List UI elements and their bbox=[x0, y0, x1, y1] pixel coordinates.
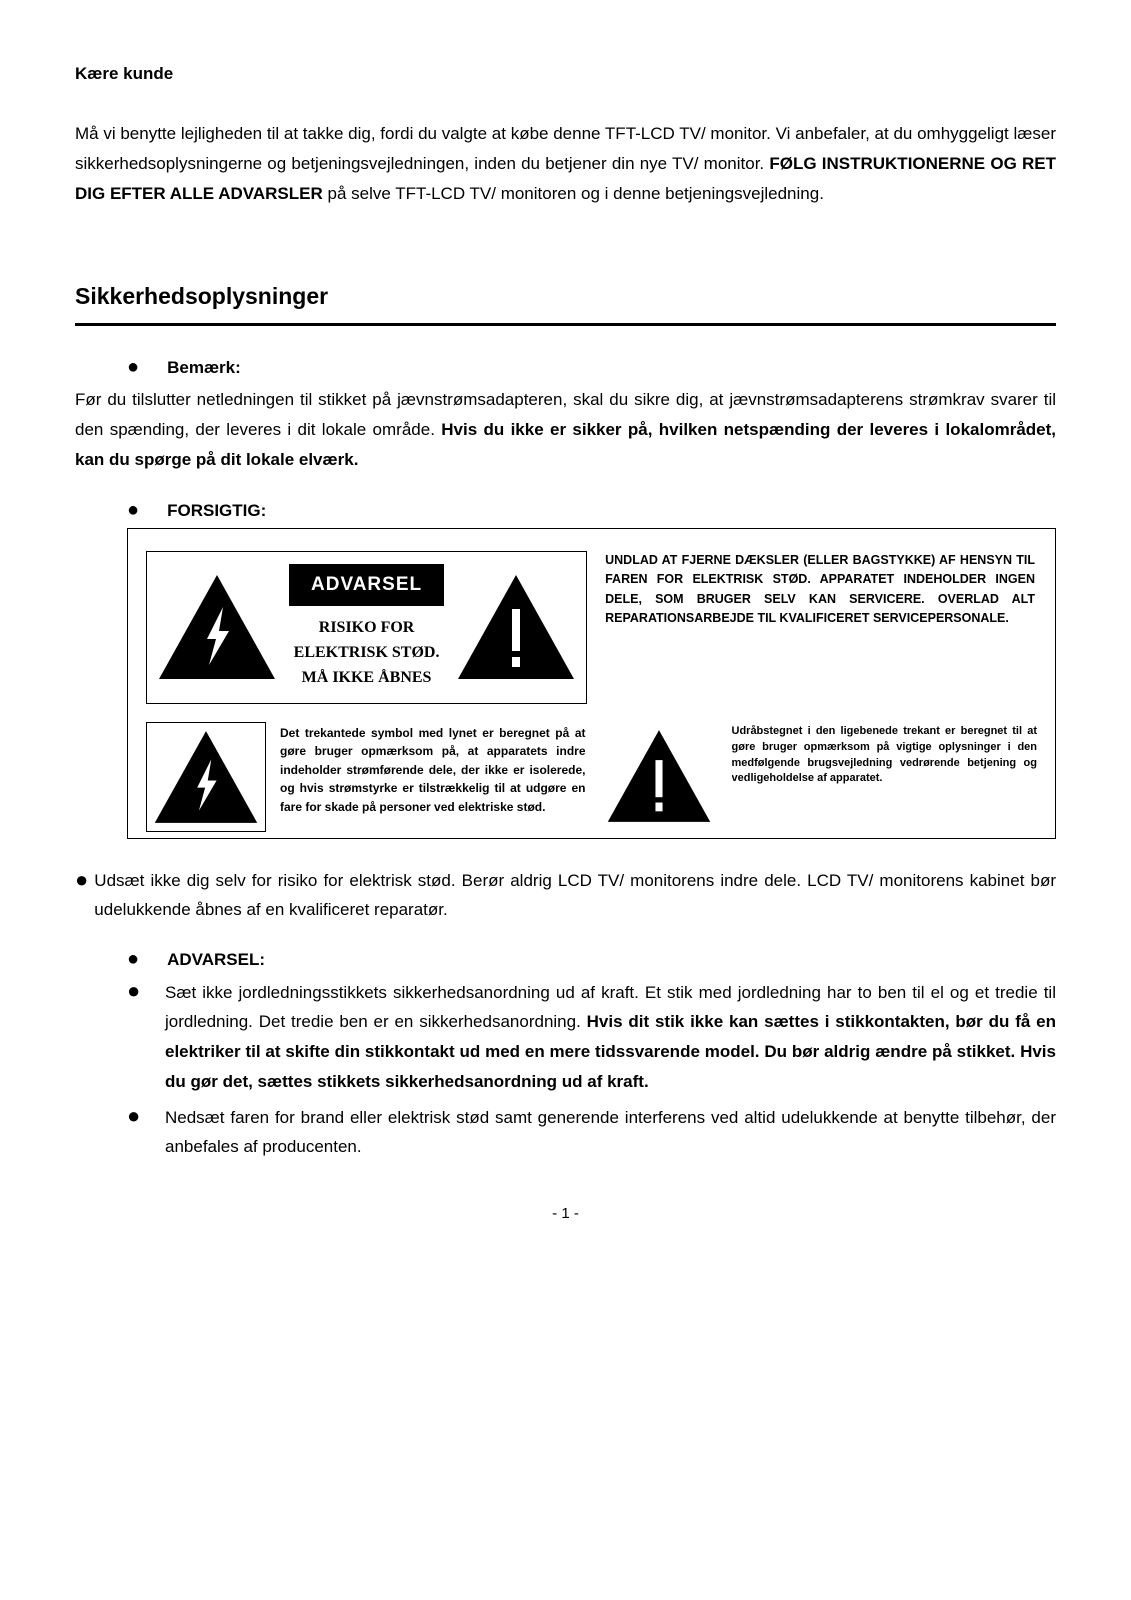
bullet-icon: ● bbox=[127, 946, 139, 972]
section-title: Sikkerhedsoplysninger bbox=[75, 278, 1056, 315]
section-rule bbox=[75, 323, 1056, 326]
note-bullet-row: ● Bemærk: bbox=[127, 354, 1056, 381]
warning-banner-box: ADVARSEL RISIKO FOR ELEKTRISK STØD. MÅ I… bbox=[146, 551, 587, 704]
bullet-icon: ● bbox=[75, 867, 88, 925]
sub-item-2: ● Nedsæt faren for brand eller elektrisk… bbox=[127, 1103, 1056, 1163]
lightning-triangle-icon bbox=[153, 729, 259, 825]
warning-top-row: ADVARSEL RISIKO FOR ELEKTRISK STØD. MÅ I… bbox=[146, 551, 1037, 704]
caution-bullet-row: ● FORSIGTIG: bbox=[127, 497, 1056, 524]
sub-item-1: ● Sæt ikke jordledningsstikkets sikkerhe… bbox=[127, 978, 1056, 1097]
exclamation-triangle-icon bbox=[606, 728, 712, 824]
bolt-desc-text: Det trekantede symbol med lynet er bereg… bbox=[280, 722, 586, 817]
excl-desc-text: Udråbstegnet i den ligebenede trekant er… bbox=[732, 722, 1038, 834]
warning-sublist: ● Sæt ikke jordledningsstikkets sikkerhe… bbox=[127, 978, 1056, 1163]
body-bullet-text: Udsæt ikke dig selv for risiko for elekt… bbox=[94, 867, 1056, 925]
warning-panel: ADVARSEL RISIKO FOR ELEKTRISK STØD. MÅ I… bbox=[127, 528, 1056, 839]
warning-bottom-row: Det trekantede symbol med lynet er bereg… bbox=[146, 722, 1037, 834]
note-label: Bemærk: bbox=[167, 354, 241, 381]
caution-label: FORSIGTIG: bbox=[167, 497, 266, 524]
bullet-icon: ● bbox=[127, 497, 139, 523]
lightning-triangle-icon bbox=[157, 573, 277, 681]
banner-risk: RISIKO FOR ELEKTRISK STØD. MÅ IKKE ÅBNES bbox=[289, 616, 444, 690]
sub-item-2-text: Nedsæt faren for brand eller elektrisk s… bbox=[165, 1103, 1056, 1163]
sub-item-1-text: Sæt ikke jordledningsstikkets sikkerheds… bbox=[165, 978, 1056, 1097]
excl-icon-box bbox=[600, 722, 718, 830]
bullet-icon: ● bbox=[127, 978, 165, 1097]
banner-title: ADVARSEL bbox=[289, 564, 444, 606]
exclamation-triangle-icon bbox=[456, 573, 576, 681]
note-paragraph: Før du tilslutter netledningen til stikk… bbox=[75, 385, 1056, 474]
bullet-icon: ● bbox=[127, 1103, 165, 1163]
warning-top-right-text: UNDLAD AT FJERNE DÆKSLER (ELLER BAGSTYKK… bbox=[599, 551, 1037, 704]
intro-text-post: på selve TFT-LCD TV/ monitoren og i denn… bbox=[323, 184, 824, 203]
warning-bullet-row: ● ADVARSEL: bbox=[127, 946, 1056, 973]
page-number: - 1 - bbox=[75, 1202, 1056, 1226]
body-bullet: ● Udsæt ikke dig selv for risiko for ele… bbox=[75, 867, 1056, 925]
bullet-icon: ● bbox=[127, 354, 139, 380]
banner-risk-l3: MÅ IKKE ÅBNES bbox=[302, 669, 432, 686]
intro-paragraph: Må vi benytte lejligheden til at takke d… bbox=[75, 119, 1056, 208]
bolt-icon-box bbox=[146, 722, 266, 832]
banner-risk-l1: RISIKO FOR bbox=[319, 619, 415, 636]
banner-risk-l2: ELEKTRISK STØD. bbox=[294, 644, 440, 661]
banner-center: ADVARSEL RISIKO FOR ELEKTRISK STØD. MÅ I… bbox=[289, 564, 444, 691]
greeting-heading: Kære kunde bbox=[75, 60, 1056, 87]
warning-label: ADVARSEL: bbox=[167, 946, 265, 973]
